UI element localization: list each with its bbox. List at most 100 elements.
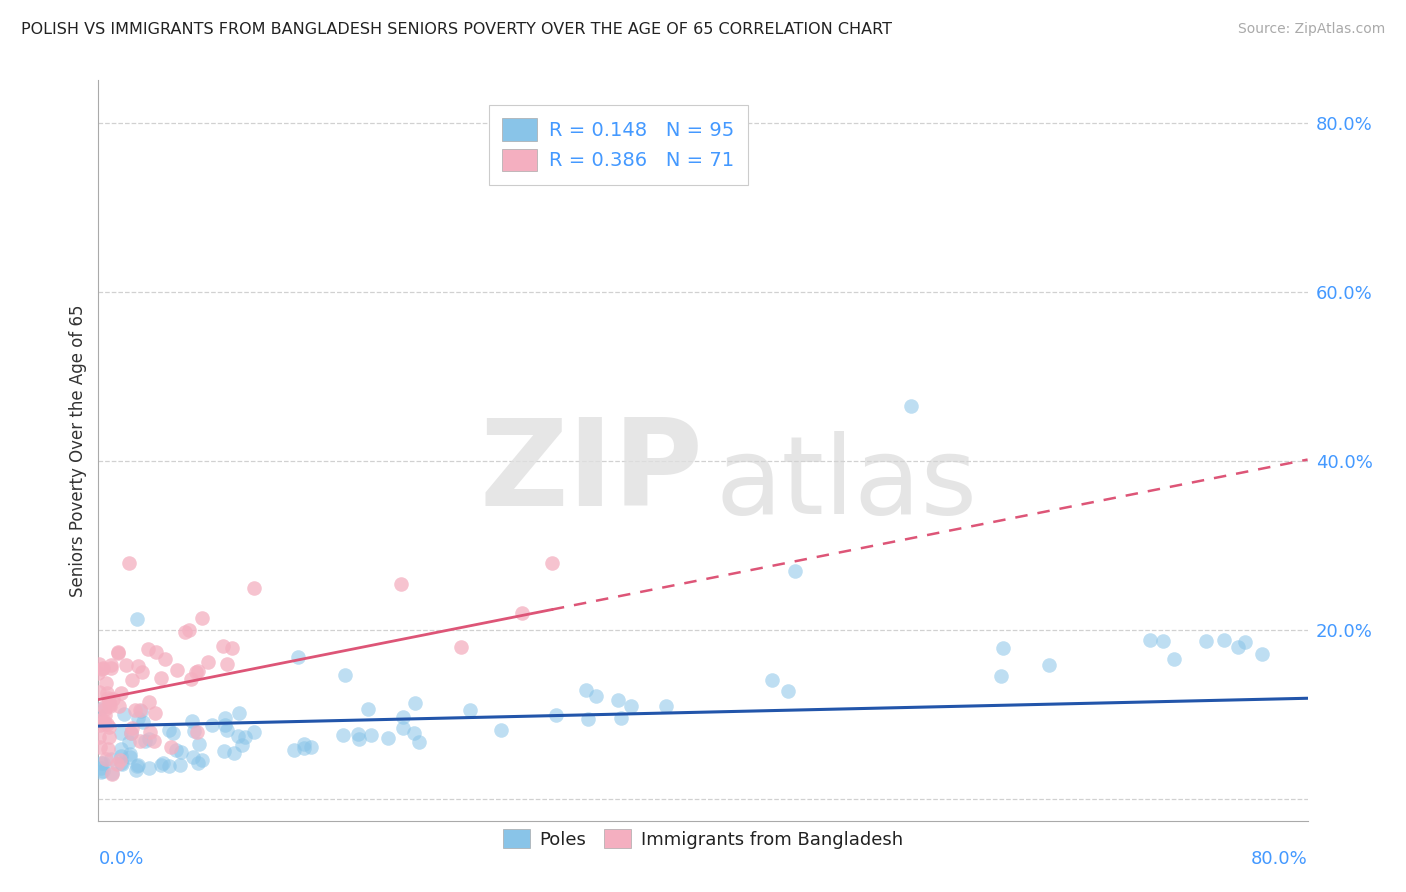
- Point: [783, 564, 806, 578]
- Point: [221, 640, 243, 655]
- Point: [357, 702, 380, 716]
- Point: [408, 734, 430, 748]
- Point: [510, 607, 533, 621]
- Point: [186, 665, 208, 679]
- Point: [108, 753, 131, 767]
- Point: [138, 694, 160, 708]
- Point: [97, 698, 120, 712]
- Point: [111, 757, 134, 772]
- Point: [180, 672, 202, 686]
- Point: [1139, 633, 1161, 648]
- Point: [491, 723, 513, 738]
- Point: [93, 700, 115, 714]
- Point: [540, 556, 562, 570]
- Point: [87, 657, 110, 672]
- Text: POLISH VS IMMIGRANTS FROM BANGLADESH SENIORS POVERTY OVER THE AGE OF 65 CORRELAT: POLISH VS IMMIGRANTS FROM BANGLADESH SEN…: [21, 22, 891, 37]
- Point: [233, 730, 256, 744]
- Point: [90, 761, 112, 775]
- Point: [89, 702, 111, 716]
- Point: [110, 686, 132, 700]
- Point: [347, 731, 370, 746]
- Point: [100, 765, 122, 780]
- Point: [1226, 640, 1249, 654]
- Point: [97, 693, 120, 707]
- Point: [90, 764, 112, 779]
- Point: [105, 756, 128, 771]
- Point: [160, 740, 183, 755]
- Point: [166, 664, 188, 678]
- Text: ZIP: ZIP: [479, 414, 703, 531]
- Point: [1233, 635, 1256, 649]
- Point: [90, 662, 112, 676]
- Point: [110, 749, 132, 764]
- Point: [299, 739, 322, 754]
- Point: [94, 708, 117, 723]
- Point: [97, 741, 120, 756]
- Point: [94, 702, 117, 716]
- Point: [460, 703, 482, 717]
- Point: [991, 641, 1014, 656]
- Point: [139, 725, 162, 739]
- Point: [143, 706, 166, 720]
- Point: [181, 714, 204, 728]
- Point: [98, 731, 121, 745]
- Point: [165, 743, 187, 757]
- Point: [100, 657, 122, 672]
- Point: [90, 756, 112, 770]
- Point: [544, 708, 567, 723]
- Point: [87, 730, 110, 744]
- Point: [112, 706, 135, 721]
- Point: [134, 734, 156, 748]
- Point: [606, 693, 628, 707]
- Point: [392, 721, 415, 735]
- Point: [576, 712, 599, 726]
- Legend: Poles, Immigrants from Bangladesh: Poles, Immigrants from Bangladesh: [496, 822, 910, 856]
- Point: [93, 714, 115, 728]
- Point: [127, 759, 149, 773]
- Point: [226, 730, 249, 744]
- Point: [392, 710, 415, 724]
- Point: [347, 727, 370, 741]
- Point: [170, 745, 193, 759]
- Point: [118, 735, 141, 749]
- Point: [117, 557, 139, 571]
- Point: [191, 753, 214, 767]
- Point: [1251, 648, 1274, 662]
- Point: [110, 756, 132, 770]
- Point: [124, 703, 146, 717]
- Point: [153, 651, 176, 665]
- Point: [228, 706, 250, 720]
- Point: [100, 661, 122, 675]
- Point: [127, 711, 149, 725]
- Point: [585, 689, 607, 703]
- Point: [990, 669, 1012, 683]
- Point: [131, 665, 153, 679]
- Point: [181, 749, 204, 764]
- Text: Source: ZipAtlas.com: Source: ZipAtlas.com: [1237, 22, 1385, 37]
- Point: [191, 611, 214, 625]
- Point: [96, 676, 118, 690]
- Point: [287, 649, 309, 664]
- Point: [90, 713, 112, 727]
- Point: [761, 673, 783, 687]
- Point: [120, 725, 142, 739]
- Point: [243, 724, 266, 739]
- Point: [107, 646, 129, 660]
- Point: [107, 645, 129, 659]
- Point: [110, 726, 132, 740]
- Point: [187, 665, 209, 679]
- Point: [136, 641, 159, 656]
- Point: [87, 666, 110, 681]
- Point: [157, 759, 180, 773]
- Point: [98, 698, 121, 713]
- Point: [93, 756, 115, 771]
- Point: [173, 624, 195, 639]
- Point: [215, 657, 238, 671]
- Point: [1152, 634, 1174, 648]
- Point: [231, 738, 253, 752]
- Point: [283, 743, 305, 757]
- Point: [118, 750, 141, 764]
- Point: [152, 756, 174, 770]
- Point: [1213, 632, 1236, 647]
- Point: [127, 612, 149, 626]
